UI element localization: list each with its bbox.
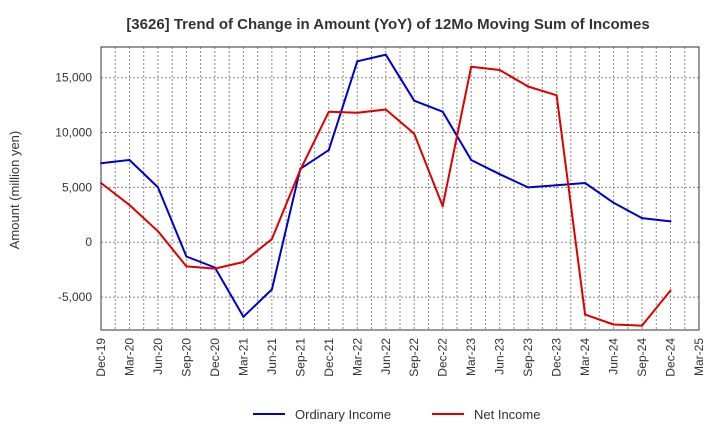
data-point: [270, 237, 273, 240]
data-point: [612, 201, 615, 204]
grid-layer: [101, 47, 699, 330]
x-tick-label: Jun-24: [607, 338, 621, 375]
data-point: [185, 255, 188, 258]
data-point: [441, 205, 444, 208]
data-point: [555, 184, 558, 187]
data-point: [584, 313, 587, 316]
data-point: [213, 267, 216, 270]
x-tick-label: Dec-24: [664, 338, 678, 377]
x-tick-label: Mar-22: [350, 338, 364, 376]
data-point: [470, 65, 473, 68]
data-point: [356, 111, 359, 114]
data-point: [327, 110, 330, 113]
data-point: [555, 94, 558, 97]
data-point: [669, 220, 672, 223]
data-point: [612, 323, 615, 326]
y-tick-label: 15,000: [55, 71, 92, 85]
data-point: [527, 85, 530, 88]
y-tick-label: 10,000: [55, 126, 92, 140]
x-tick-label: Sep-21: [293, 338, 307, 377]
data-point: [641, 324, 644, 327]
data-point: [641, 217, 644, 220]
data-point: [441, 110, 444, 113]
x-tick-label: Jun-22: [379, 338, 393, 375]
data-point: [299, 168, 302, 171]
x-tick-label: Sep-20: [179, 338, 193, 377]
data-point: [470, 158, 473, 161]
x-tick-label: Jun-21: [265, 338, 279, 375]
x-tick-label: Mar-23: [464, 338, 478, 376]
x-tick-label: Jun-23: [493, 338, 507, 375]
data-point: [413, 132, 416, 135]
x-tick-label: Jun-20: [151, 338, 165, 375]
x-tick-label: Mar-25: [692, 338, 706, 376]
data-point: [584, 182, 587, 185]
x-tick-label: Mar-24: [578, 338, 592, 376]
data-point: [242, 315, 245, 318]
data-point: [498, 69, 501, 72]
data-point: [356, 60, 359, 63]
series-layer: [100, 53, 672, 327]
chart-title: [3626] Trend of Change in Amount (YoY) o…: [126, 16, 649, 33]
y-tick-labels: -5,000 0 5,000 10,000 15,000: [55, 71, 92, 304]
data-point: [128, 203, 131, 206]
data-point: [384, 108, 387, 111]
legend: Ordinary Income Net Income: [253, 407, 540, 422]
data-point: [156, 230, 159, 233]
data-point: [242, 260, 245, 263]
data-point: [185, 265, 188, 268]
x-tick-label: Dec-21: [322, 338, 336, 377]
x-tick-label: Dec-20: [208, 338, 222, 377]
x-tick-label: Dec-23: [550, 338, 564, 377]
y-tick-label: 5,000: [62, 180, 92, 194]
data-point: [156, 186, 159, 189]
legend-label-ordinary-income: Ordinary Income: [295, 407, 391, 422]
legend-label-net-income: Net Income: [474, 407, 540, 422]
y-axis-title: Amount (million yen): [7, 131, 22, 250]
y-tick-label: 0: [85, 235, 92, 249]
data-point: [413, 99, 416, 102]
plot-frame: [100, 46, 700, 331]
x-tick-label: Sep-24: [635, 338, 649, 377]
x-tick-label: Sep-23: [521, 338, 535, 377]
data-point: [498, 173, 501, 176]
x-tick-label: Dec-22: [436, 338, 450, 377]
x-tick-labels: Dec-19 Mar-20 Jun-20 Sep-20 Dec-20 Mar-21 Jun-…: [94, 338, 706, 377]
data-point: [128, 158, 131, 161]
x-tick-label: Mar-21: [236, 338, 250, 376]
data-point: [669, 289, 672, 292]
data-point: [384, 53, 387, 56]
x-tick-label: Dec-19: [94, 338, 108, 377]
series-line-ordinary-income: [100, 53, 671, 318]
data-point: [327, 149, 330, 152]
data-point: [527, 186, 530, 189]
y-tick-label: -5,000: [58, 290, 92, 304]
data-point: [270, 288, 273, 291]
x-tick-label: Mar-20: [122, 338, 136, 376]
x-tick-label: Sep-22: [407, 338, 421, 377]
